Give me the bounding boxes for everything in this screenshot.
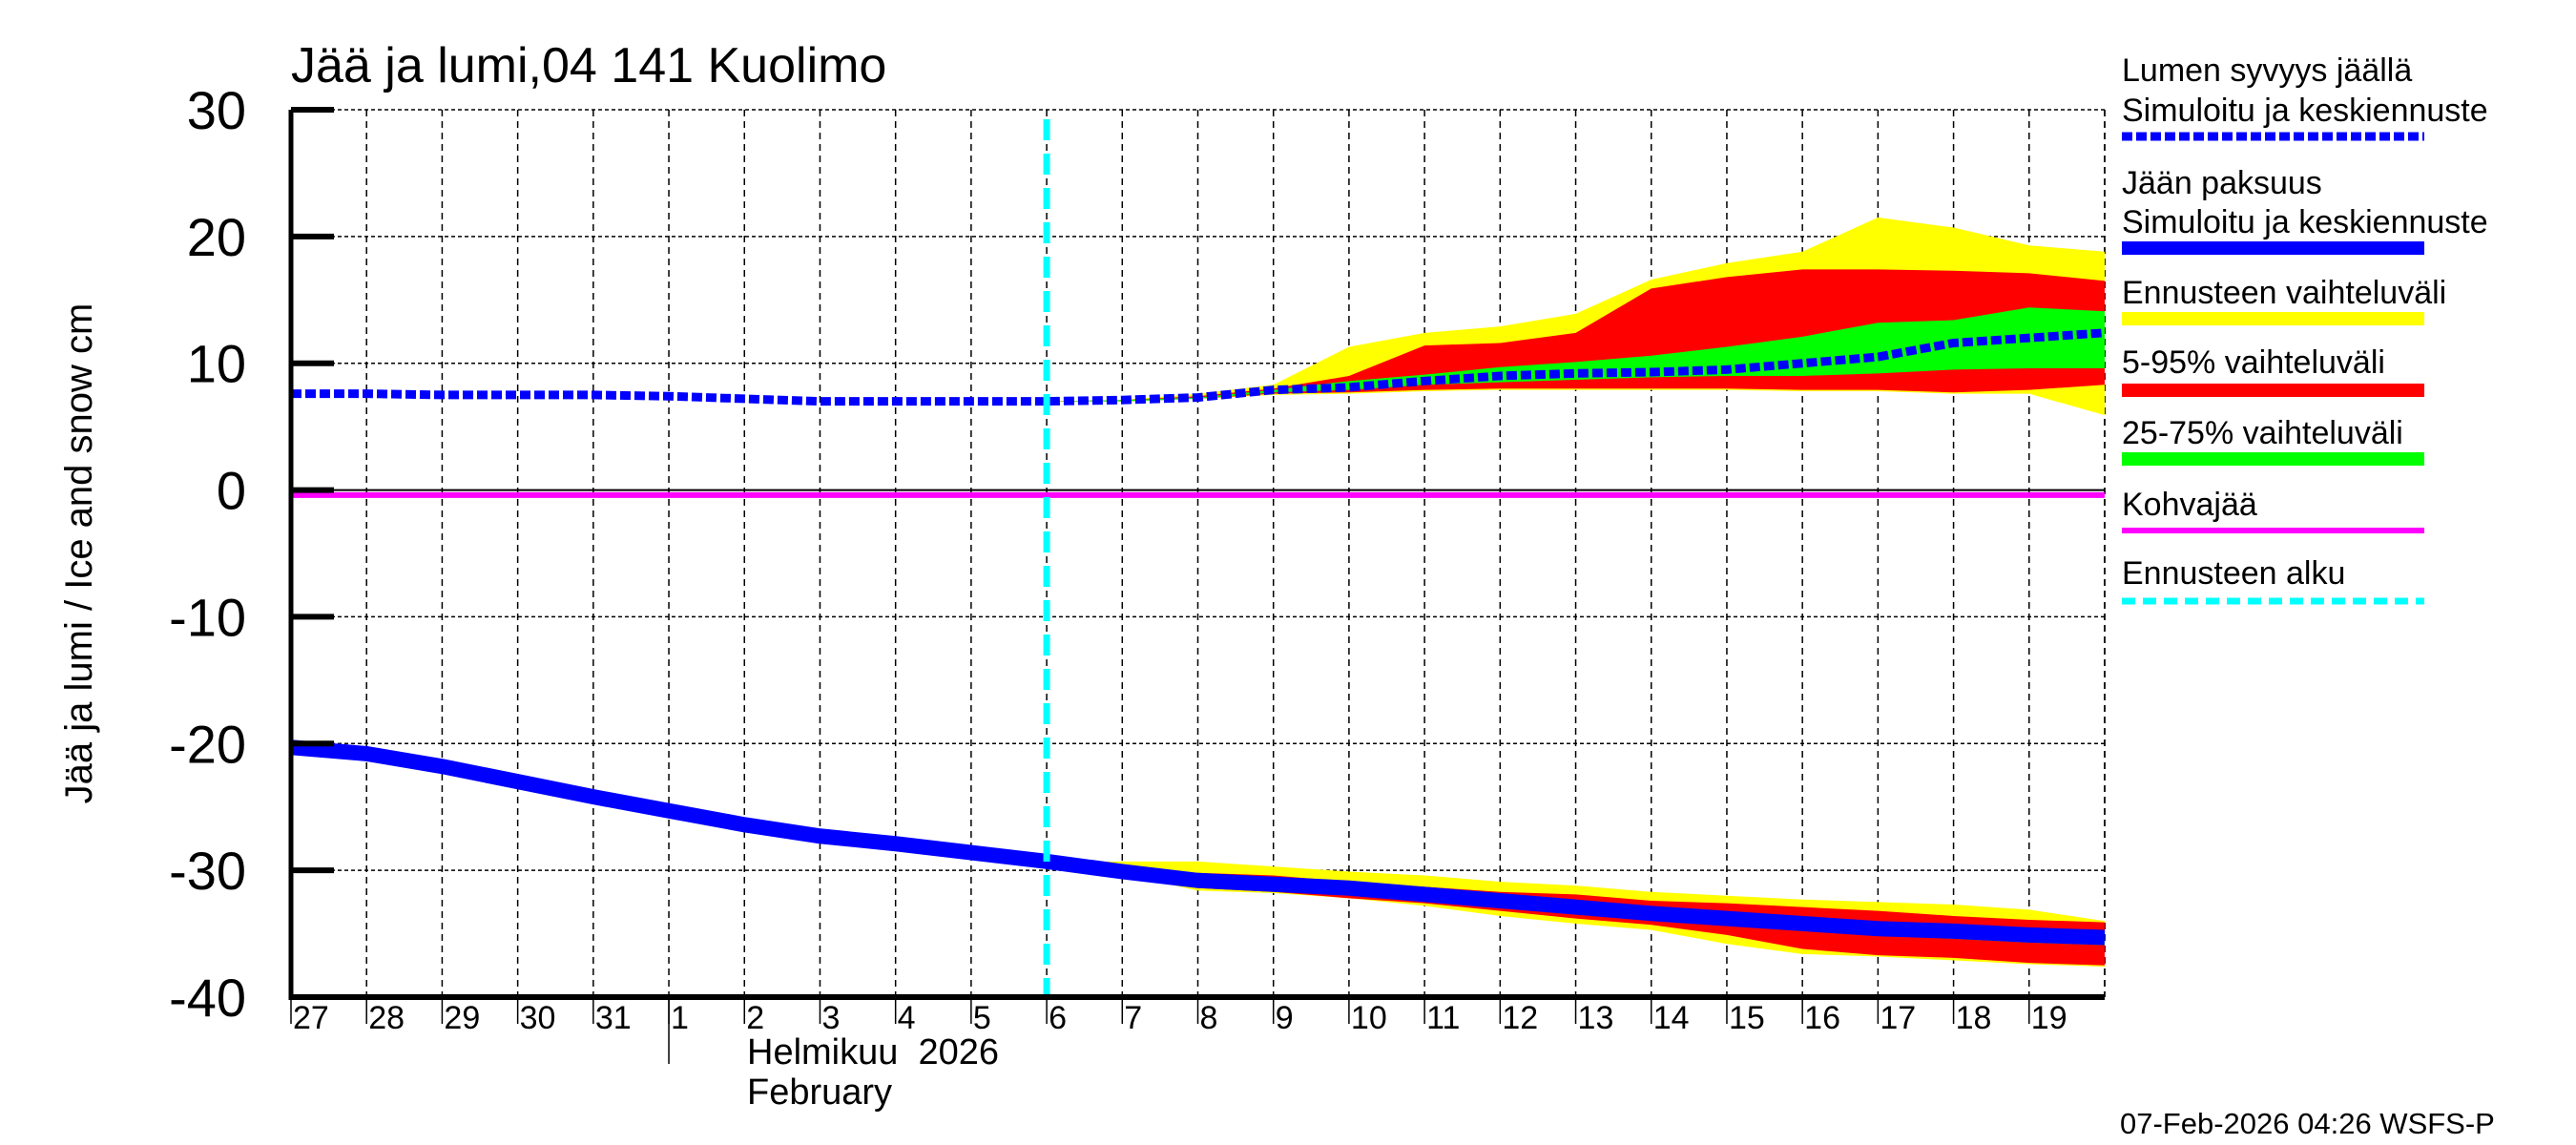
x-month-en: February (747, 1072, 892, 1113)
ice-thickness-line (290, 739, 2106, 946)
x-tick-label: 31 (595, 1000, 632, 1036)
x-tick-label: 13 (1578, 1000, 1614, 1036)
x-tick-label: 18 (1956, 1000, 1992, 1036)
y-tick-label: 30 (187, 80, 246, 140)
x-tick-label: 28 (368, 1000, 405, 1036)
legend-label: Ennusteen alku (2122, 555, 2345, 592)
x-tick-label: 3 (821, 1000, 840, 1036)
legend-label: 5-95% vaihteluväli (2122, 344, 2385, 381)
legend-label: Lumen syvyys jäällä (2122, 52, 2412, 89)
x-month-fi: Helmikuu 2026 (747, 1032, 999, 1072)
x-tick-label: 7 (1124, 1000, 1142, 1036)
footer-timestamp: 07-Feb-2026 04:26 WSFS-P (2120, 1107, 2495, 1140)
x-tick-label: 15 (1729, 1000, 1765, 1036)
snow-depth-line (291, 328, 2106, 406)
legend: Lumen syvyys jäällä Simuloitu ja keskienn… (2122, 52, 2488, 605)
x-tick-label: 19 (2031, 1000, 2067, 1036)
y-tick-label: 0 (217, 461, 246, 521)
chart-title: Jää ja lumi,04 141 Kuolimo (291, 38, 886, 94)
y-tick-label: -10 (169, 587, 246, 647)
x-tick-label: 2 (746, 1000, 764, 1036)
legend-label: Kohvajää (2122, 487, 2257, 523)
x-tick-label: 4 (898, 1000, 916, 1036)
x-tick-label: 14 (1653, 1000, 1690, 1036)
snow-band-25-75-vaihteluv-li (1047, 307, 2105, 402)
x-tick-label: 16 (1804, 1000, 1840, 1036)
x-tick-label: 1 (671, 1000, 689, 1036)
x-tick-label: 29 (444, 1000, 480, 1036)
x-tick-label: 9 (1276, 1000, 1294, 1036)
x-tick-label: 6 (1049, 1000, 1067, 1036)
y-tick-label: -40 (169, 968, 246, 1028)
x-tick-label: 17 (1880, 1000, 1916, 1036)
legend-label: Jään paksuus (2122, 165, 2322, 201)
x-tick-label: 27 (293, 1000, 329, 1036)
y-tick-label: -20 (169, 714, 246, 774)
legend-label: 25-75% vaihteluväli (2122, 415, 2403, 451)
x-tick-label: 30 (520, 1000, 556, 1036)
y-tick-label: 20 (187, 207, 246, 267)
y-tick-label: 10 (187, 334, 246, 394)
x-tick-label: 10 (1351, 1000, 1387, 1036)
series-lines (290, 119, 2106, 997)
x-tick-label: 11 (1426, 1000, 1460, 1036)
x-tick-label: 5 (973, 1000, 991, 1036)
legend-sublabel: Simuloitu ja keskiennuste (2122, 93, 2488, 129)
y-axis-label: Jää ja lumi / Ice and snow cm (58, 303, 100, 804)
legend-label: Ennusteen vaihteluväli (2122, 275, 2446, 311)
x-tick-label: 12 (1502, 1000, 1538, 1036)
x-tick-label: 8 (1200, 1000, 1218, 1036)
y-tick-label: -30 (169, 841, 246, 901)
legend-sublabel: Simuloitu ja keskiennuste (2122, 204, 2488, 240)
